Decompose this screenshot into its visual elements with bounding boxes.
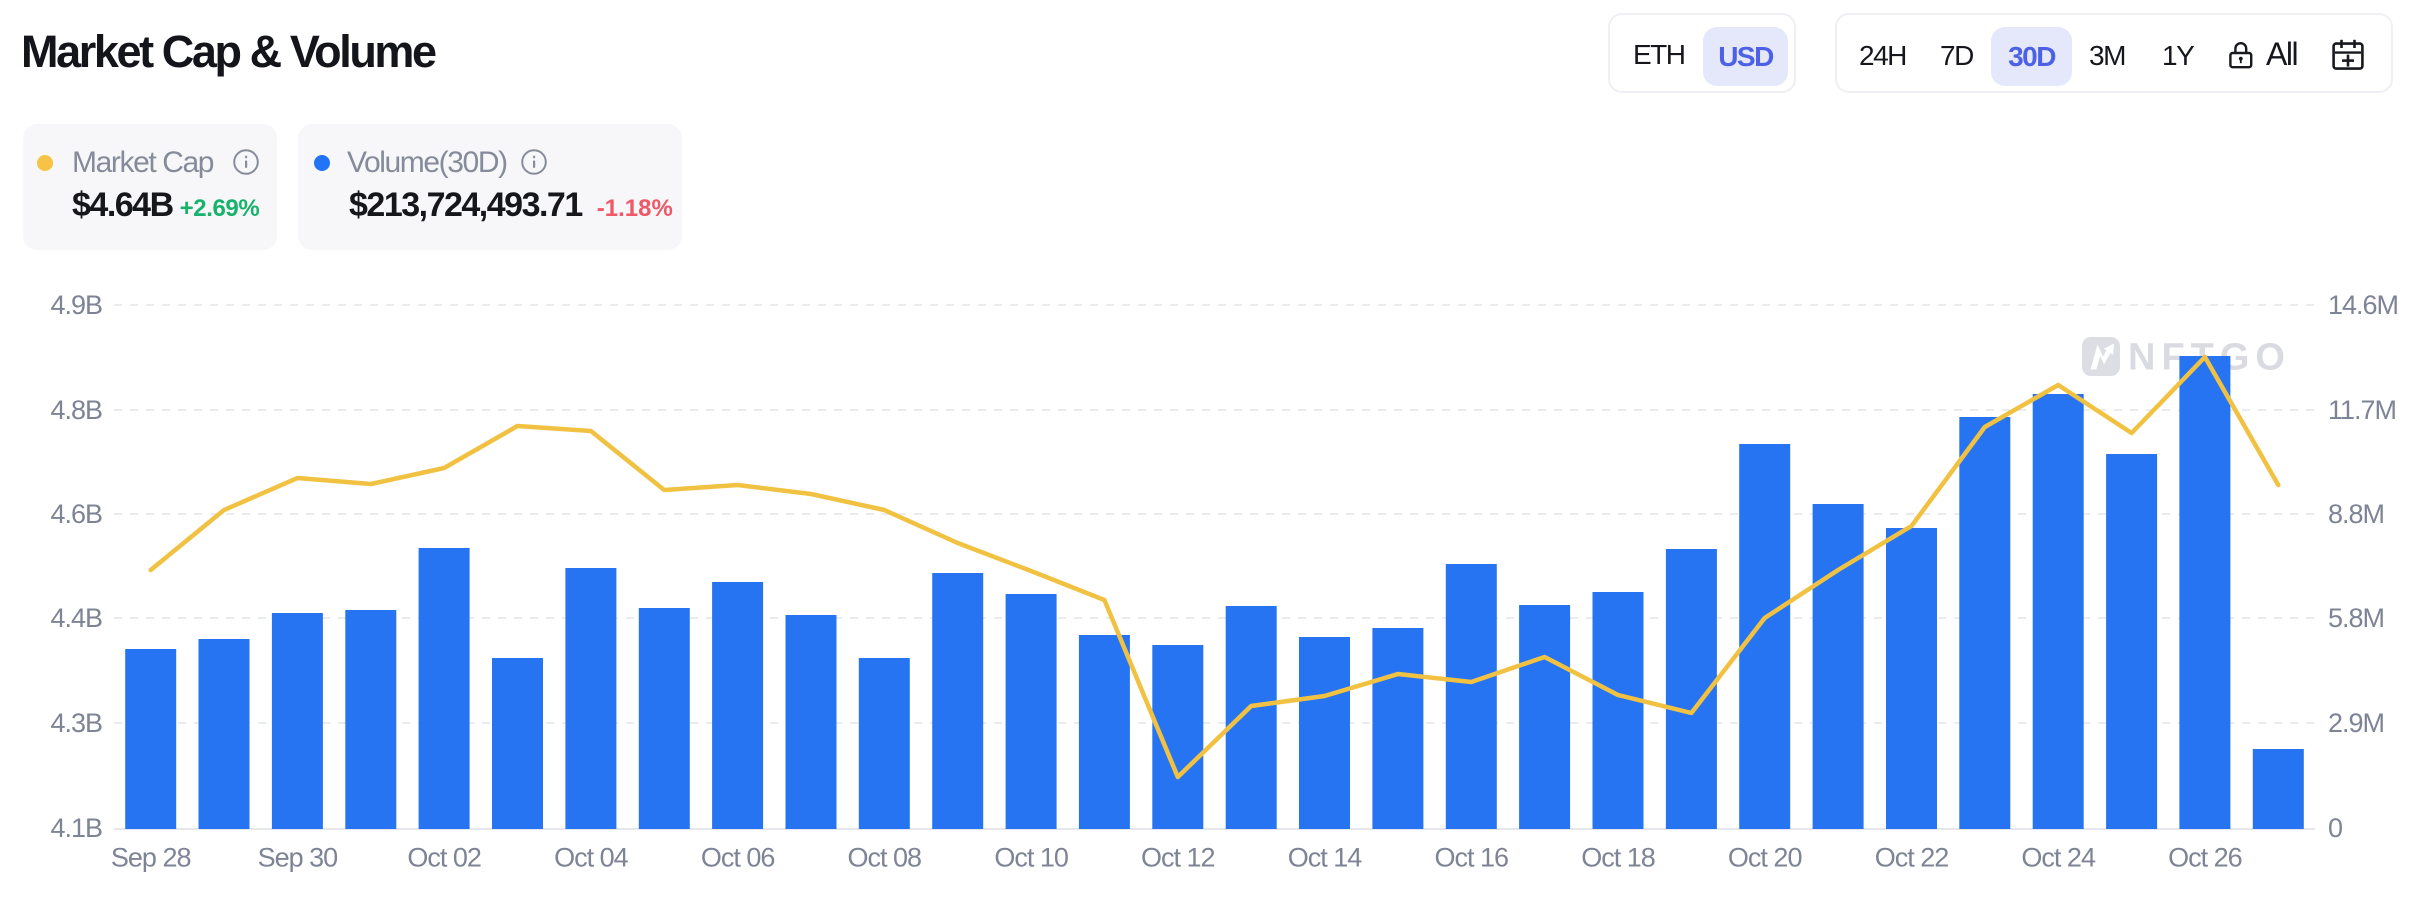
svg-text:4.3B: 4.3B: [50, 708, 102, 738]
svg-text:Oct 10: Oct 10: [994, 843, 1068, 873]
svg-text:Oct 20: Oct 20: [1728, 843, 1802, 873]
svg-text:Oct 18: Oct 18: [1581, 843, 1655, 873]
svg-text:14.6M: 14.6M: [2328, 290, 2398, 320]
svg-text:Sep 30: Sep 30: [258, 843, 338, 873]
svg-text:Oct 14: Oct 14: [1288, 843, 1363, 873]
svg-text:4.4B: 4.4B: [50, 603, 102, 633]
svg-text:Oct 06: Oct 06: [701, 843, 775, 873]
svg-text:Oct 24: Oct 24: [2021, 843, 2096, 873]
svg-text:Sep 28: Sep 28: [111, 843, 191, 873]
svg-text:8.8M: 8.8M: [2328, 499, 2384, 529]
svg-text:Oct 04: Oct 04: [554, 843, 629, 873]
svg-text:Oct 08: Oct 08: [848, 843, 922, 873]
svg-text:Oct 22: Oct 22: [1875, 843, 1949, 873]
svg-text:11.7M: 11.7M: [2328, 395, 2396, 425]
svg-text:5.8M: 5.8M: [2328, 603, 2384, 633]
svg-text:4.6B: 4.6B: [50, 499, 102, 529]
svg-text:4.1B: 4.1B: [50, 813, 102, 843]
svg-text:Oct 16: Oct 16: [1435, 843, 1509, 873]
svg-text:Oct 26: Oct 26: [2168, 843, 2242, 873]
svg-text:2.9M: 2.9M: [2328, 708, 2384, 738]
svg-text:4.8B: 4.8B: [50, 395, 102, 425]
svg-text:0: 0: [2328, 813, 2342, 843]
svg-text:Oct 12: Oct 12: [1141, 843, 1215, 873]
svg-text:Oct 02: Oct 02: [407, 843, 481, 873]
svg-text:4.9B: 4.9B: [50, 290, 102, 320]
